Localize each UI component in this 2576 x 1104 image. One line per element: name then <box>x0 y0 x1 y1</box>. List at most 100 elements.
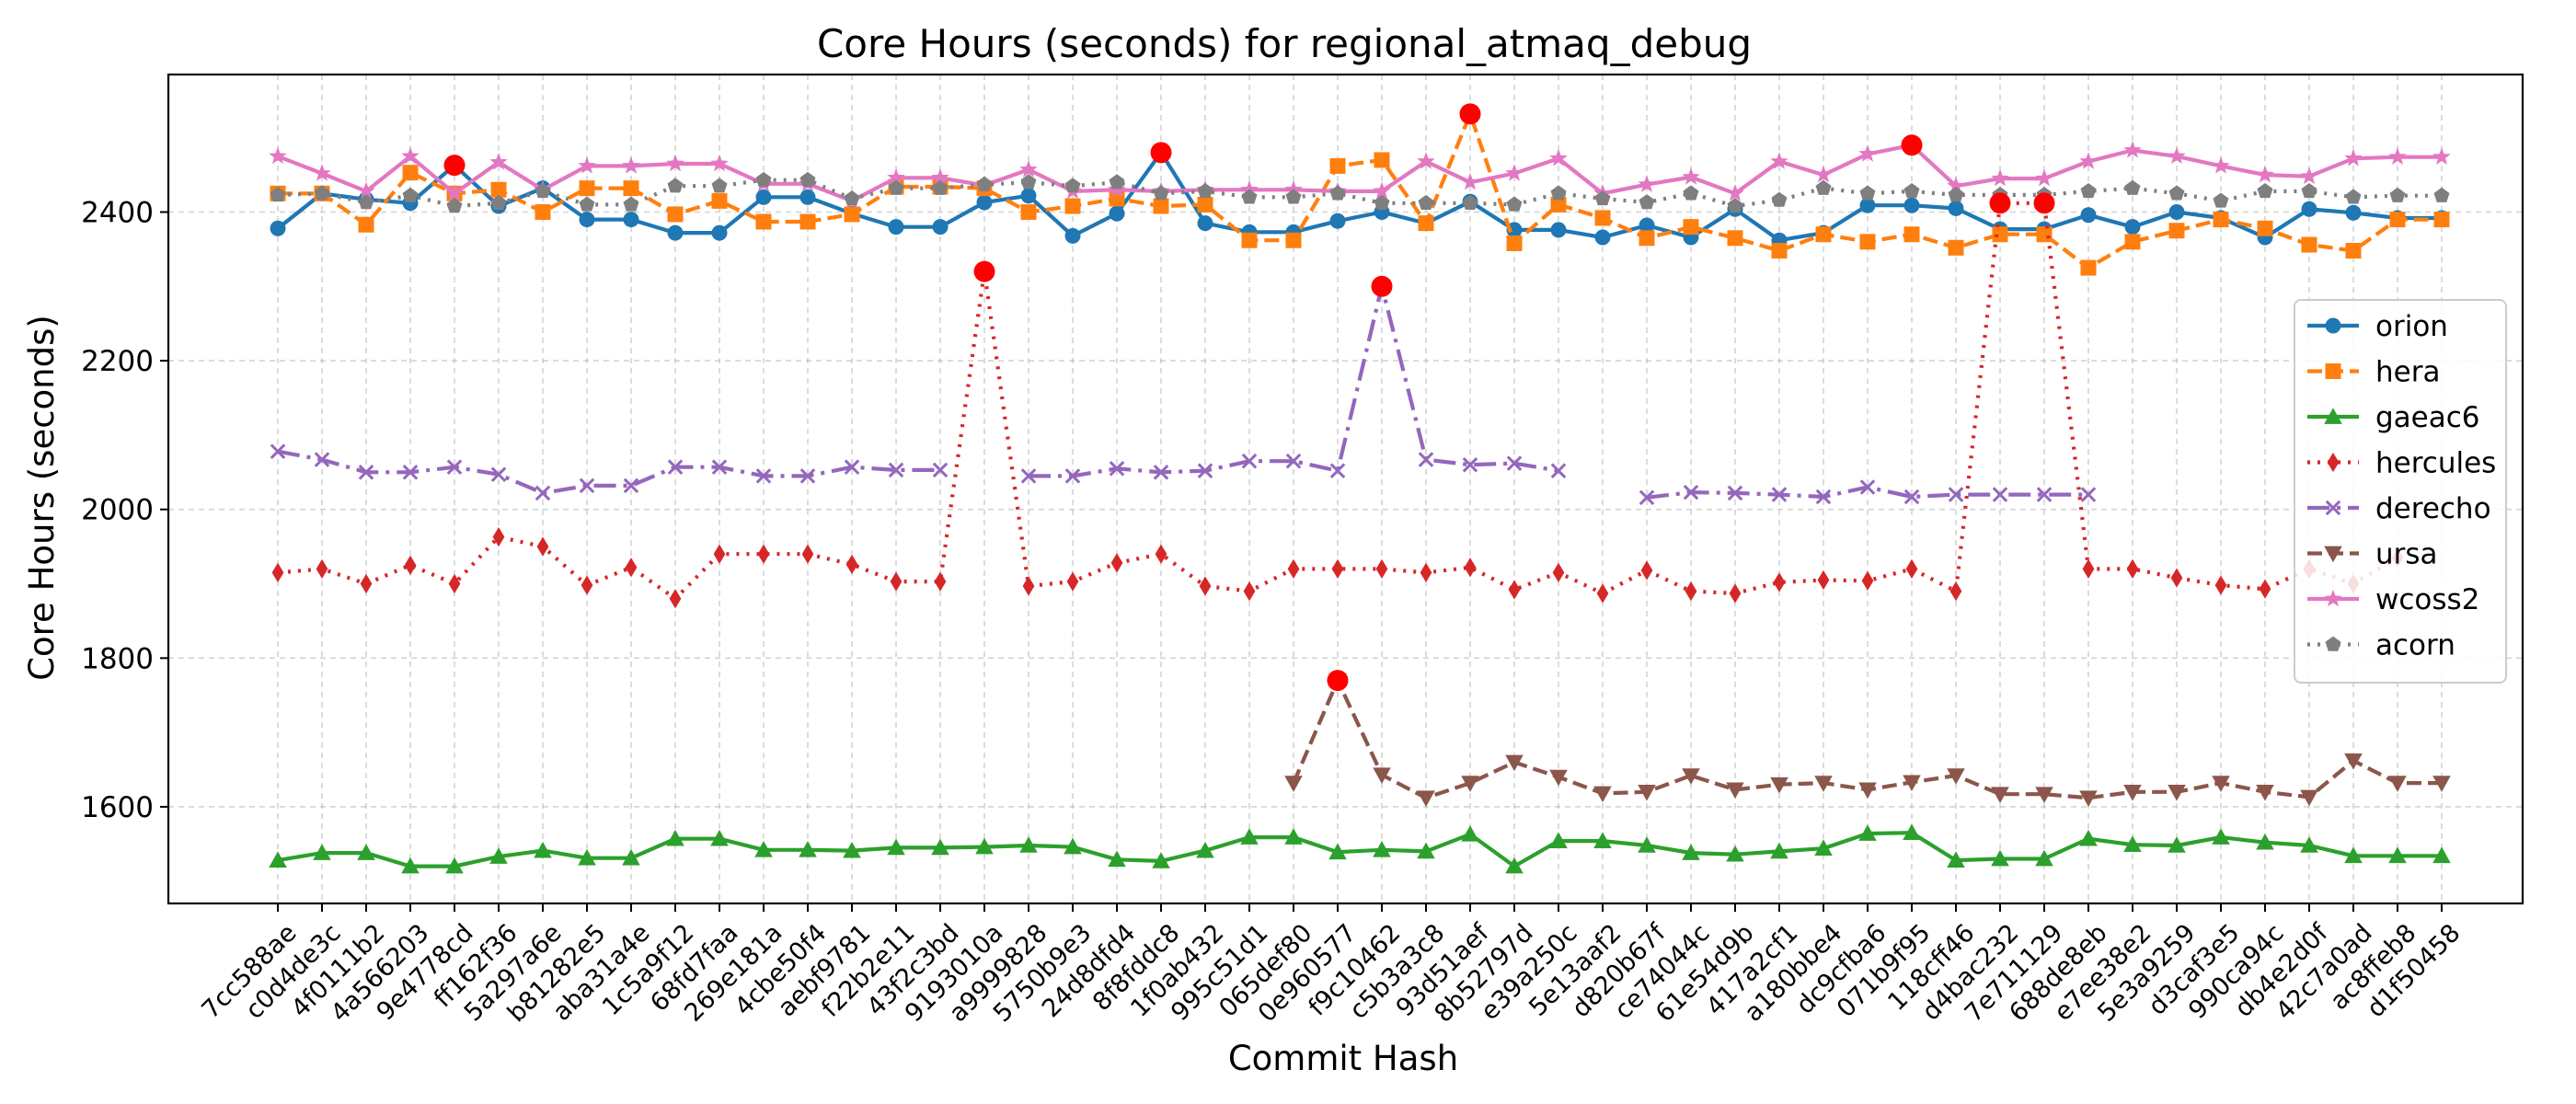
marker-stroke <box>1418 452 1434 467</box>
data-point-orion <box>755 189 772 205</box>
data-point-ursa <box>1947 768 1965 785</box>
data-point-wcoss2 <box>2212 156 2230 174</box>
data-point-ursa <box>2256 784 2274 801</box>
data-point-acorn <box>1329 185 1346 201</box>
data-point-wcoss2 <box>1770 152 1788 169</box>
data-point-hera <box>2213 212 2229 228</box>
marker-stroke <box>1771 487 1788 502</box>
data-point-derecho <box>358 465 374 480</box>
data-point-acorn <box>1241 189 1258 204</box>
legend-item-wcoss2: wcoss2 <box>2307 583 2479 616</box>
data-point-ursa <box>2079 790 2098 808</box>
data-point-wcoss2 <box>1682 167 1700 185</box>
marker-stroke <box>1020 468 1037 484</box>
data-point-hera <box>535 203 551 220</box>
marker-stroke <box>1153 465 1169 480</box>
data-point-wcoss2 <box>1417 152 1435 169</box>
data-point-hercules <box>1905 558 1918 579</box>
data-point-wcoss2 <box>313 164 331 181</box>
data-point-derecho <box>1020 468 1037 484</box>
data-point-derecho <box>1815 489 1832 505</box>
data-point-gaeac6 <box>401 857 420 874</box>
data-point-hera <box>1550 196 1567 213</box>
data-point-gaeac6 <box>1064 837 1082 855</box>
data-point-hercules <box>1420 562 1432 583</box>
data-point-hercules <box>404 555 417 575</box>
legend-label: acorn <box>2375 629 2455 662</box>
data-point-hercules <box>448 573 461 594</box>
data-point-derecho <box>1153 465 1169 480</box>
data-point-hercules <box>669 589 682 609</box>
data-point-acorn <box>1064 178 1081 193</box>
data-point-gaeac6 <box>1638 836 1656 853</box>
data-point-derecho <box>579 477 595 494</box>
data-point-gaeac6 <box>1417 842 1435 859</box>
marker-stroke <box>1506 455 1523 471</box>
data-point-hera <box>711 192 728 209</box>
data-point-acorn <box>1109 174 1125 190</box>
data-point-derecho <box>844 459 860 475</box>
anomaly-marker-derecho <box>1371 275 1393 297</box>
data-point-gaeac6 <box>2168 836 2186 853</box>
data-point-gaeac6 <box>1240 828 1259 845</box>
series-gaeac6 <box>269 823 2451 874</box>
data-point-hercules <box>1287 558 1300 579</box>
data-point-acorn <box>711 178 728 193</box>
data-point-orion <box>976 194 993 211</box>
marker-stroke <box>579 477 595 494</box>
marker-stroke <box>1462 456 1478 473</box>
data-point-hera <box>402 165 419 181</box>
data-point-wcoss2 <box>2432 147 2451 165</box>
data-point-orion <box>1109 205 1125 222</box>
data-point-gaeac6 <box>357 844 375 860</box>
series-ursa <box>1284 673 2451 808</box>
data-point-hera <box>1374 152 1390 168</box>
data-point-wcoss2 <box>2168 146 2186 165</box>
marker-stroke <box>1639 489 1655 506</box>
data-point-hercules <box>1199 576 1212 596</box>
legend-swatch-marker <box>2324 408 2342 424</box>
data-point-derecho <box>2080 487 2097 502</box>
legend-item-acorn: acorn <box>2307 629 2455 662</box>
data-point-gaeac6 <box>2344 846 2363 864</box>
data-point-hercules <box>1508 580 1521 600</box>
anomaly-marker-hercules <box>1989 192 2011 214</box>
marker-stroke <box>2036 487 2053 502</box>
data-point-hera <box>623 180 639 197</box>
legend-swatch-marker <box>2325 636 2341 651</box>
data-point-wcoss2 <box>1726 184 1744 201</box>
data-point-gaeac6 <box>1991 849 2009 867</box>
data-point-wcoss2 <box>578 156 596 174</box>
marker-stroke <box>2080 487 2097 502</box>
data-point-gaeac6 <box>1328 843 1347 860</box>
data-point-gaeac6 <box>578 848 596 866</box>
data-point-orion <box>2345 204 2362 221</box>
data-point-hera <box>490 181 507 198</box>
y-tick-label: 2200 <box>81 345 154 378</box>
data-point-ursa <box>1991 787 2009 803</box>
data-point-acorn <box>358 194 374 210</box>
data-point-wcoss2 <box>401 146 420 165</box>
data-point-orion <box>623 212 639 228</box>
data-point-acorn <box>2257 182 2273 199</box>
series-line-gaeac6 <box>277 831 2442 868</box>
data-point-orion <box>1329 213 1346 229</box>
data-point-derecho <box>1285 453 1302 469</box>
marker-stroke <box>711 459 728 475</box>
data-point-hercules <box>845 554 858 575</box>
data-point-orion <box>1903 197 1920 213</box>
data-point-hercules <box>360 573 373 594</box>
data-point-acorn <box>844 190 860 206</box>
data-point-acorn <box>2080 182 2097 199</box>
data-point-acorn <box>1815 179 1832 195</box>
legend-item-gaeac6: gaeac6 <box>2307 401 2480 434</box>
data-point-orion <box>2124 219 2141 236</box>
data-point-wcoss2 <box>710 154 729 172</box>
data-point-ursa <box>1549 769 1568 787</box>
data-point-derecho <box>755 468 772 484</box>
data-point-hercules <box>757 544 770 564</box>
data-point-hera <box>2389 212 2406 228</box>
